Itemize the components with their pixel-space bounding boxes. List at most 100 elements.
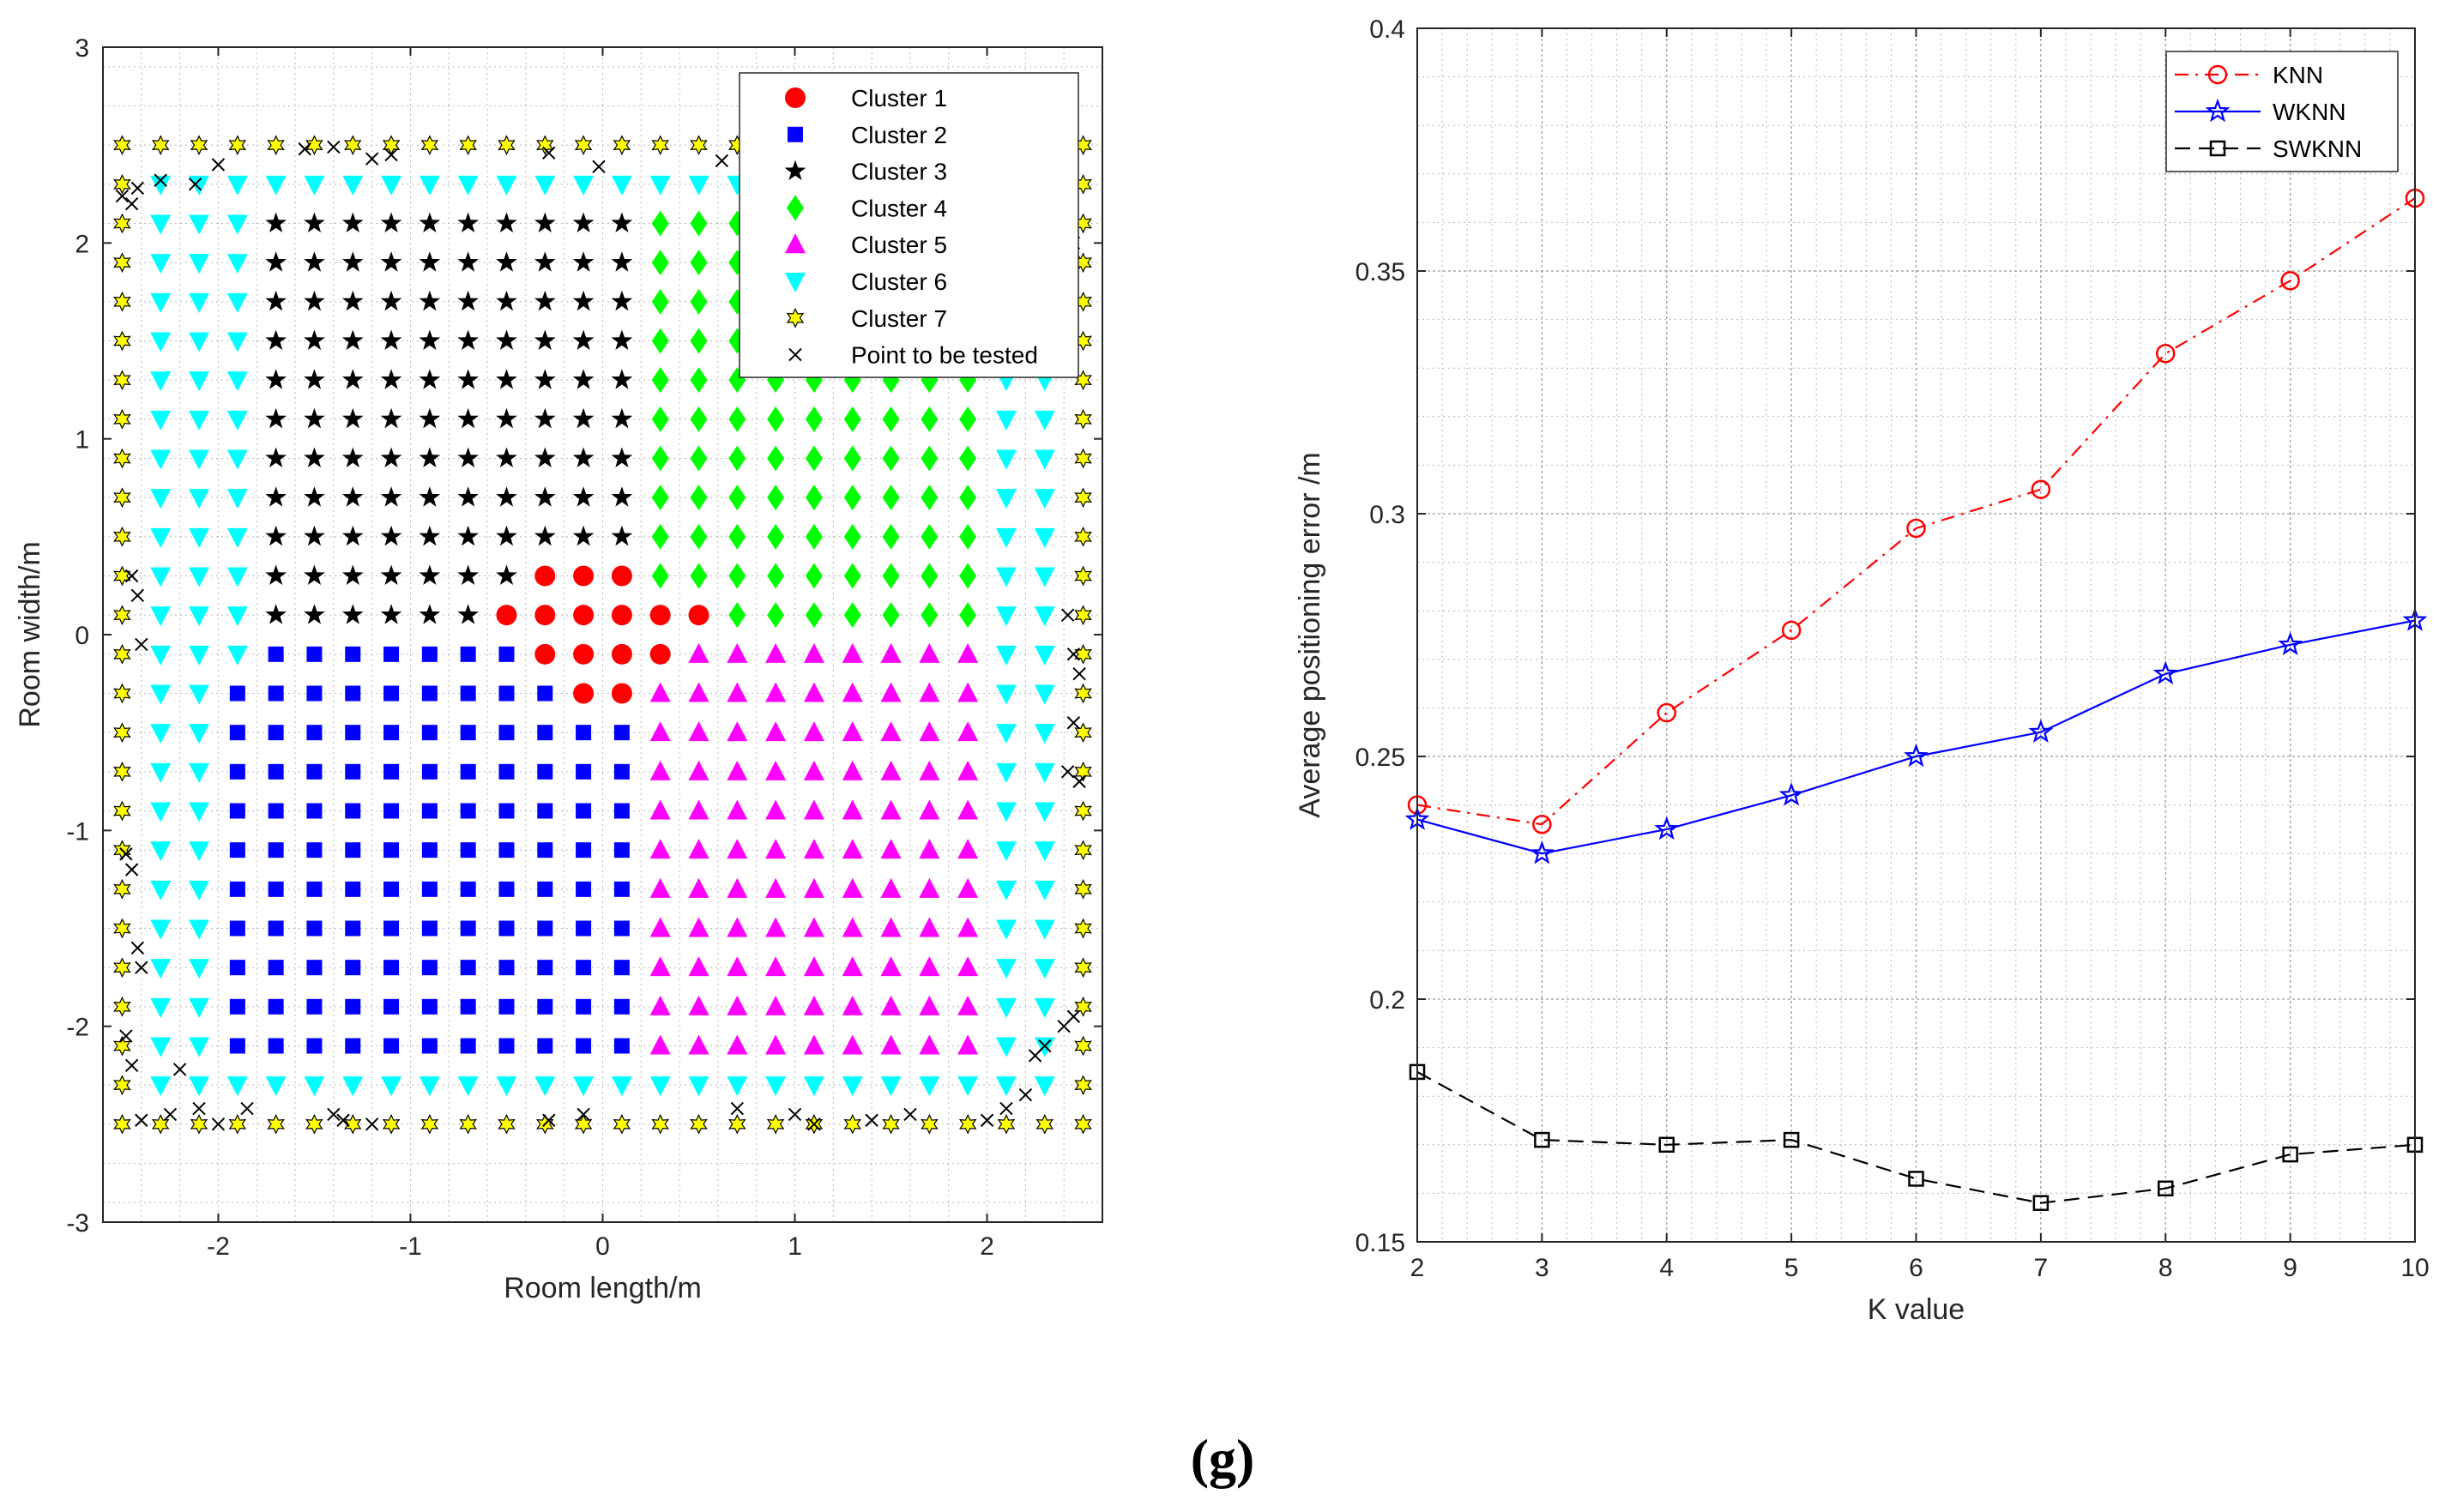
data-point-knn (2280, 271, 2300, 291)
cluster6-point (150, 332, 172, 352)
cluster7-point (113, 330, 131, 352)
cluster6-point (150, 214, 172, 235)
cluster4-point (882, 406, 900, 432)
cluster4-point (805, 485, 823, 511)
cluster7-point (651, 1113, 670, 1135)
data-point-swknn (1908, 1171, 1924, 1187)
cluster6-point (226, 645, 248, 666)
cluster4-point (805, 602, 823, 629)
cluster4-point (882, 445, 900, 472)
legend-marker-cluster6 (785, 273, 806, 292)
cluster5-point (957, 642, 979, 663)
cluster3-point (572, 212, 595, 232)
cluster3-point (572, 251, 595, 272)
cluster6-point (765, 1076, 787, 1097)
cluster7-point (882, 1113, 900, 1135)
cluster7-point (420, 1113, 439, 1135)
cluster5-point (919, 799, 940, 820)
cluster3-point (496, 290, 517, 311)
y-tick-label: 3 (75, 34, 89, 63)
legend-marker-cluster7 (786, 307, 805, 328)
cluster2-point (613, 803, 630, 819)
cluster3-point (265, 407, 287, 429)
data-point-wknn (2152, 660, 2178, 685)
legend-label: Point to be tested (851, 342, 1038, 369)
cluster3-point (611, 212, 633, 232)
cluster4-point (767, 445, 785, 472)
test-point (1066, 716, 1081, 730)
cluster6-point (189, 567, 210, 587)
cluster4-point (767, 406, 785, 432)
cluster7-point (113, 683, 131, 704)
test-point (903, 1107, 917, 1122)
cluster2-point (613, 920, 630, 937)
cluster6-point (381, 175, 402, 196)
cluster3-point (457, 212, 479, 232)
cluster3-point (419, 369, 441, 389)
cluster6-point (1034, 802, 1055, 822)
y-tick-label: -3 (66, 1209, 89, 1238)
cluster6-point (1034, 527, 1055, 548)
cluster5-point (649, 760, 671, 780)
cluster3-point (457, 251, 479, 272)
cluster3-point (496, 369, 517, 389)
cluster3-point (611, 251, 633, 272)
figure-label: (g) (1191, 1428, 1255, 1489)
cluster6-point (342, 1076, 364, 1097)
cluster4-point (728, 445, 746, 472)
cluster4-point (921, 485, 939, 511)
cluster3-point (496, 329, 517, 350)
cluster5-point (727, 995, 748, 1015)
cluster6-point (342, 175, 364, 196)
cluster4-point (728, 563, 746, 589)
cluster7-point (113, 213, 131, 234)
cluster6-point (573, 175, 595, 196)
data-point-wknn (1654, 816, 1680, 840)
cluster1-point (573, 605, 595, 626)
cluster5-point (957, 682, 979, 702)
cluster5-point (919, 839, 940, 859)
cluster2-point (460, 646, 476, 662)
cluster7-point (613, 135, 631, 156)
cluster5-point (803, 760, 824, 780)
cluster7-point (459, 135, 478, 156)
cluster3-point (419, 447, 441, 467)
cluster2-point (345, 725, 361, 741)
cluster5-point (842, 995, 863, 1015)
cluster5-point (765, 721, 787, 742)
cluster6-point (995, 645, 1017, 666)
cluster2-point (460, 685, 476, 702)
cluster5-point (842, 799, 863, 820)
cluster6-point (226, 175, 248, 196)
cluster4-point (690, 328, 708, 354)
cluster3-point (457, 604, 479, 624)
test-point (1072, 666, 1086, 681)
cluster4-point (843, 445, 861, 472)
x-tick-label: -2 (207, 1232, 230, 1261)
test-point (172, 1063, 187, 1076)
test-point (130, 181, 145, 196)
test-point (135, 637, 148, 652)
cluster3-point (341, 604, 364, 624)
test-point (211, 1117, 226, 1131)
cluster2-point (421, 763, 438, 780)
cluster7-point (498, 135, 516, 156)
cluster6-point (995, 841, 1017, 862)
y-tick-label: -1 (66, 817, 89, 846)
cluster5-point (803, 839, 824, 859)
data-point-knn (2156, 343, 2176, 364)
cluster3-point (496, 447, 517, 467)
cluster6-point (150, 997, 172, 1018)
cluster7-point (997, 1113, 1016, 1135)
cluster3-point (534, 212, 556, 232)
cluster6-point (1034, 1037, 1055, 1057)
cluster3-point (611, 290, 633, 311)
data-point-swknn (1658, 1136, 1675, 1154)
cluster2-point (383, 763, 400, 780)
cluster2-point (268, 725, 284, 741)
cluster2-point (537, 881, 553, 897)
legend-marker-wknn (2205, 98, 2231, 123)
cluster6-point (880, 1076, 902, 1097)
cluster7-point (305, 1113, 323, 1135)
cluster6-point (1034, 489, 1055, 509)
